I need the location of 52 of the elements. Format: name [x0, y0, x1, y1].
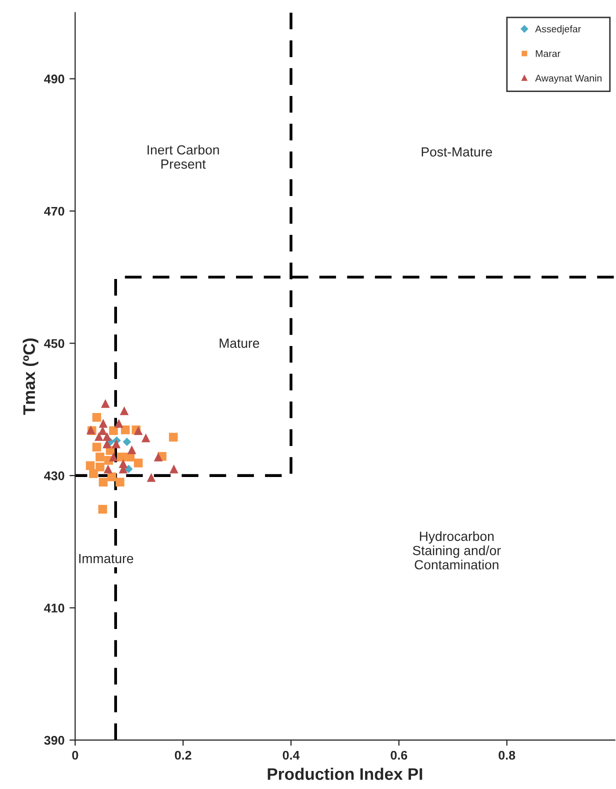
y-axis-title: Tmax (ºC)	[22, 338, 38, 415]
point	[134, 458, 143, 468]
annotation: Inert Carbon Present	[148, 144, 219, 169]
annotation: Post-Mature	[422, 147, 492, 157]
y-tick-label: 390	[44, 736, 64, 745]
point	[102, 432, 112, 441]
point	[89, 469, 98, 478]
point	[117, 452, 126, 462]
point	[92, 412, 102, 422]
x-axis-title: Production Index PI	[268, 768, 422, 780]
point	[109, 452, 118, 462]
point	[104, 464, 112, 474]
point	[98, 418, 108, 428]
point	[170, 464, 178, 474]
point	[120, 406, 129, 416]
y-tick-label: 470	[44, 206, 64, 216]
point	[96, 462, 104, 472]
annotation: Immature	[79, 554, 134, 564]
legend-label: Marar	[536, 50, 560, 58]
point	[168, 432, 178, 442]
point	[154, 452, 163, 462]
point	[141, 433, 150, 442]
point	[122, 438, 132, 446]
y-tick-label: 490	[44, 74, 64, 84]
y-tick-label: 410	[44, 604, 64, 612]
point	[100, 399, 110, 408]
point	[109, 426, 118, 435]
point	[107, 472, 116, 482]
x-tick-label: 0.2	[174, 750, 192, 760]
point	[98, 504, 108, 514]
point	[124, 464, 133, 474]
y-tick-label: 430	[44, 471, 64, 480]
point	[92, 442, 102, 452]
point	[112, 439, 121, 448]
x-tick-label: 0.4	[282, 750, 300, 760]
y-tick-label: 450	[44, 339, 64, 348]
point	[120, 426, 130, 434]
x-tick-label: 0	[72, 750, 78, 760]
point	[114, 418, 124, 428]
point	[116, 478, 124, 487]
point	[86, 461, 95, 470]
x-tick-label: 0.6	[390, 750, 408, 760]
point	[146, 473, 156, 482]
legend-label: Assedjefar	[535, 25, 581, 34]
point	[96, 452, 104, 462]
annotation: Hydrocarbon Staining and/or Contamination	[412, 531, 501, 570]
annotation: Mature	[220, 338, 260, 348]
x-tick-label: 0.8	[498, 750, 516, 760]
legend-label: Awaynat Wanin	[535, 74, 602, 84]
point	[127, 445, 136, 454]
point	[98, 478, 108, 487]
point	[94, 432, 104, 441]
